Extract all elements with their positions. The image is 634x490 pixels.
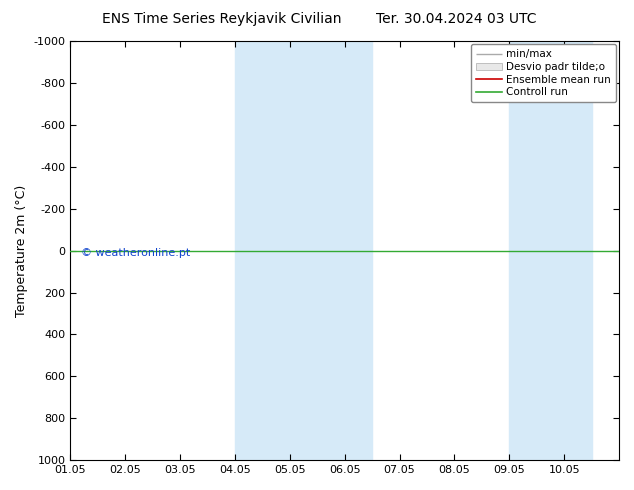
Bar — [235, 41, 372, 460]
Text: Ter. 30.04.2024 03 UTC: Ter. 30.04.2024 03 UTC — [376, 12, 537, 26]
Y-axis label: Temperature 2m (°C): Temperature 2m (°C) — [15, 184, 28, 317]
Bar — [509, 41, 592, 460]
Text: © weatheronline.pt: © weatheronline.pt — [81, 247, 191, 258]
Text: ENS Time Series Reykjavik Civilian: ENS Time Series Reykjavik Civilian — [102, 12, 342, 26]
Legend: min/max, Desvio padr tilde;o, Ensemble mean run, Controll run: min/max, Desvio padr tilde;o, Ensemble m… — [470, 44, 616, 102]
